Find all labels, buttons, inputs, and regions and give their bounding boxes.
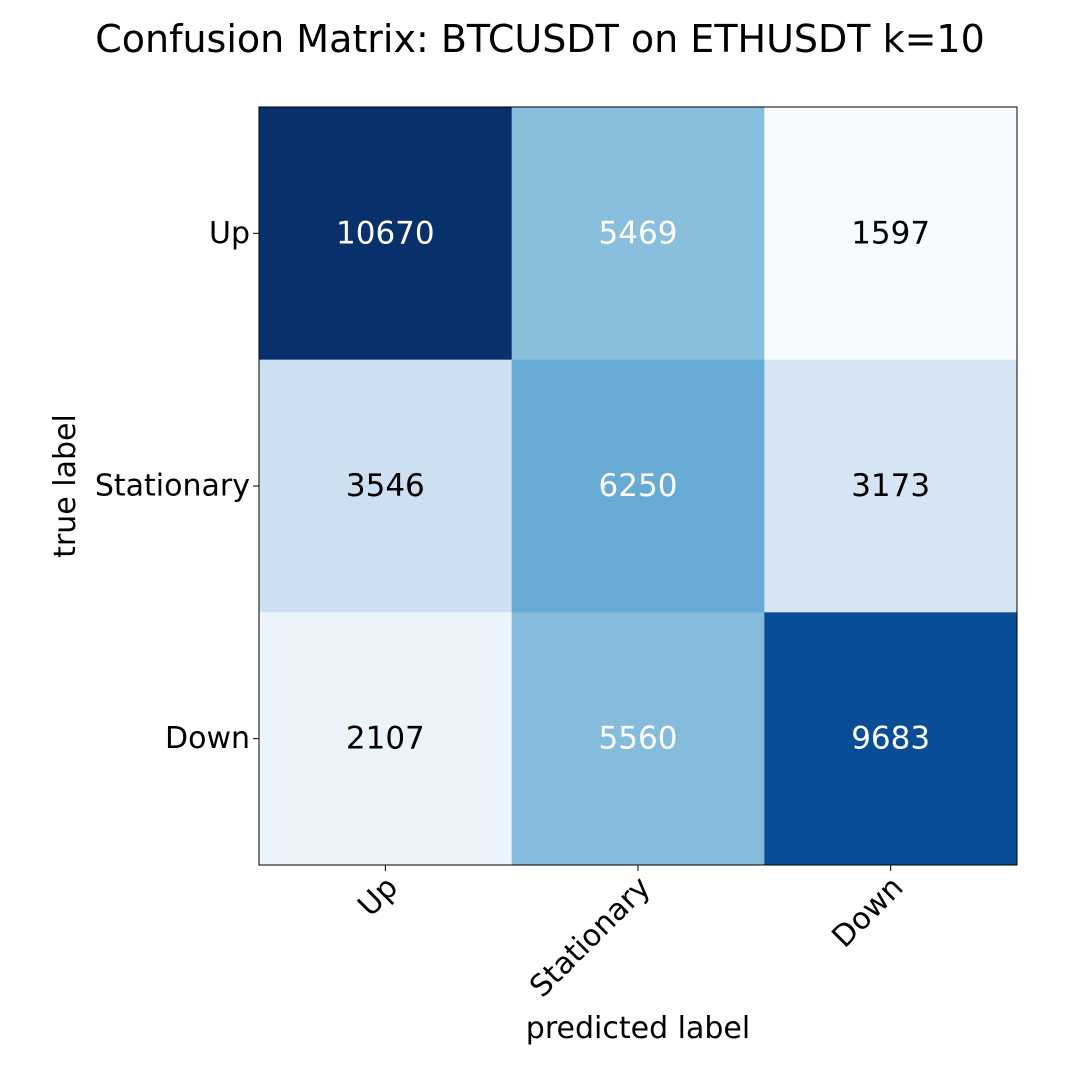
heatmap-cell xyxy=(764,612,1018,866)
cell-value-label: 5469 xyxy=(599,215,678,251)
heatmap-cells xyxy=(259,107,1018,866)
heatmap-cell xyxy=(511,359,765,613)
cell-value-label: 6250 xyxy=(599,468,678,504)
y-axis-ticks: Up Stationary Down xyxy=(95,216,259,756)
cell-value-label: 10670 xyxy=(336,215,435,251)
y-axis-label: true label xyxy=(48,414,83,558)
y-tick-label: Down xyxy=(165,721,250,756)
chart-title: Confusion Matrix: BTCUSDT on ETHUSDT k=1… xyxy=(95,17,985,61)
heatmap-cell xyxy=(259,107,513,361)
x-axis-label: predicted label xyxy=(526,1011,750,1046)
cell-value-label: 1597 xyxy=(851,215,930,251)
heatmap-cell xyxy=(259,612,513,866)
heatmap-cell xyxy=(259,359,513,613)
x-tick-label: Stationary xyxy=(523,870,657,1004)
x-tick-label: Up xyxy=(351,870,405,924)
x-tick-label: Down xyxy=(825,870,910,955)
y-tick-label: Stationary xyxy=(95,469,250,504)
y-tick-label: Up xyxy=(209,216,250,251)
heatmap-cell xyxy=(511,612,765,866)
x-axis-ticks: Up Stationary Down xyxy=(351,865,910,1004)
cell-value-label: 5560 xyxy=(599,721,678,757)
cell-value-labels: 10670 5469 1597 3546 6250 3173 2107 5560 9683 xyxy=(336,215,930,756)
cell-value-label: 3173 xyxy=(851,468,930,504)
cell-value-label: 3546 xyxy=(346,468,425,504)
heatmap-cell xyxy=(511,107,765,361)
heatmap-cell xyxy=(764,107,1018,361)
cell-value-label: 2107 xyxy=(346,721,425,757)
cell-value-label: 9683 xyxy=(851,721,930,757)
heatmap-cell xyxy=(764,359,1018,613)
